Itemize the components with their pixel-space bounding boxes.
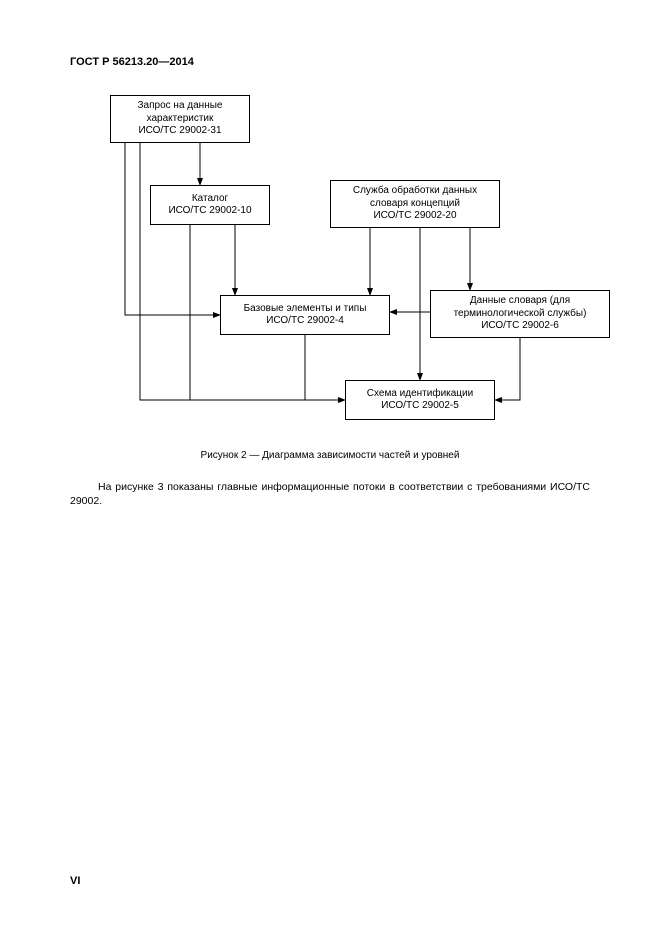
diagram-edge — [125, 143, 220, 315]
diagram-node: Служба обработки данныхсловаря концепций… — [330, 180, 500, 228]
page: ГОСТ Р 56213.20—2014 Запрос на данныехар… — [0, 0, 661, 935]
body-paragraph: На рисунке 3 показаны главные информацио… — [70, 480, 590, 508]
diagram-node: КаталогИСО/ТС 29002-10 — [150, 185, 270, 225]
body-text: На рисунке 3 показаны главные информацио… — [70, 481, 590, 507]
diagram-edge — [305, 335, 345, 400]
page-number: VI — [70, 875, 80, 887]
dependency-diagram: Запрос на данныехарактеристикИСО/ТС 2900… — [70, 90, 590, 440]
diagram-node: Запрос на данныехарактеристикИСО/ТС 2900… — [110, 95, 250, 143]
diagram-edge — [140, 143, 345, 400]
figure-caption: Рисунок 2 — Диаграмма зависимости частей… — [70, 450, 590, 461]
diagram-node: Данные словаря (длятерминологической слу… — [430, 290, 610, 338]
document-header: ГОСТ Р 56213.20—2014 — [70, 56, 194, 68]
diagram-node: Схема идентификацииИСО/ТС 29002-5 — [345, 380, 495, 420]
diagram-node: Базовые элементы и типыИСО/ТС 29002-4 — [220, 295, 390, 335]
diagram-edge — [495, 338, 520, 400]
